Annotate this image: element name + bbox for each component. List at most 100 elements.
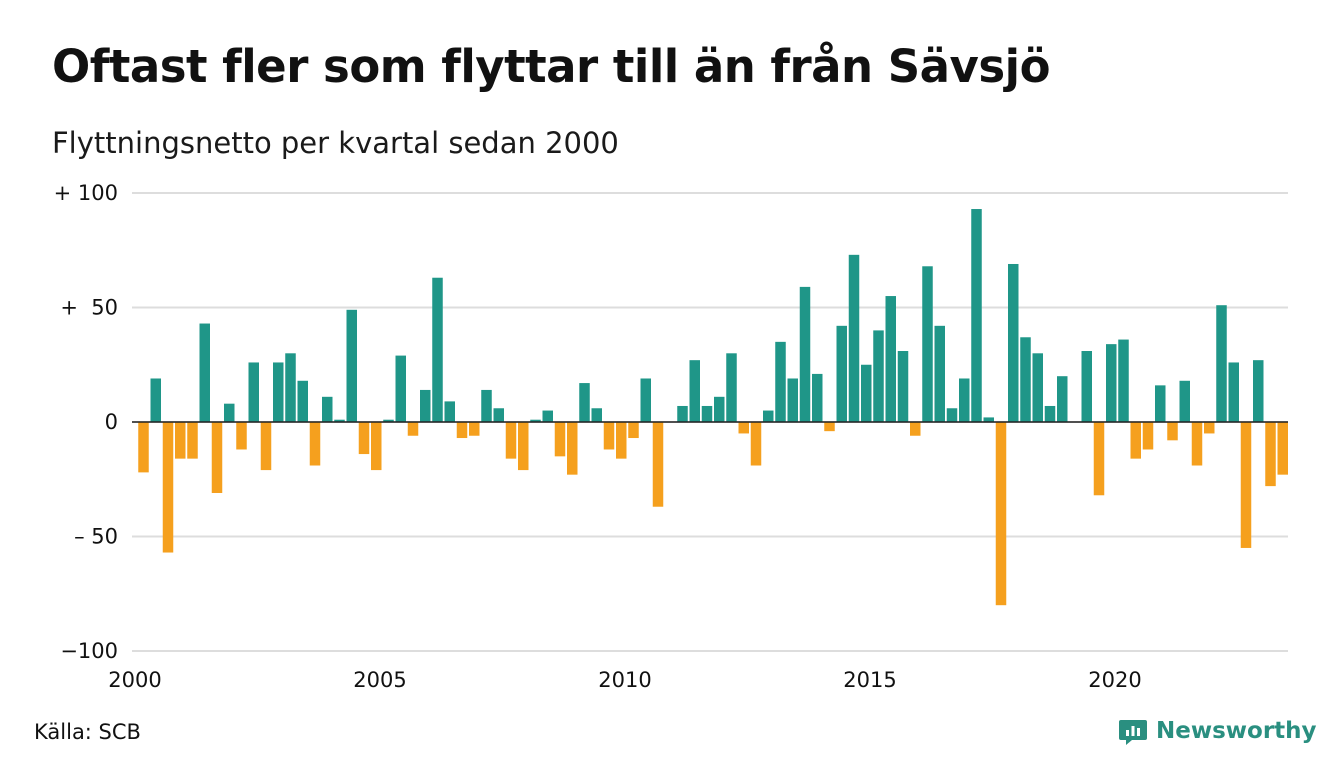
- bar: [383, 419, 394, 422]
- bar: [493, 408, 504, 422]
- bar: [726, 353, 737, 422]
- bar: [959, 378, 970, 422]
- y-tick-label: + 100: [54, 181, 118, 205]
- bar: [236, 422, 247, 450]
- bar: [162, 422, 174, 553]
- bar: [150, 378, 161, 422]
- bar: [1204, 422, 1215, 434]
- bar: [579, 383, 590, 422]
- bar: [1155, 385, 1166, 422]
- y-tick-label: 0: [105, 410, 118, 434]
- bar: [1228, 362, 1239, 422]
- bar: [322, 396, 333, 422]
- bar: [224, 403, 235, 422]
- bar: [199, 323, 210, 422]
- bar: [1167, 422, 1178, 441]
- bars: [132, 209, 1288, 606]
- bar: [812, 373, 823, 422]
- brand-logo: Newsworthy: [1118, 716, 1317, 746]
- bar: [897, 351, 909, 422]
- bar: [420, 389, 431, 422]
- bar: [456, 422, 468, 439]
- bar: [1106, 344, 1117, 422]
- bar: [628, 422, 639, 439]
- y-tick-label: + 50: [60, 296, 118, 320]
- bar: [1044, 405, 1056, 422]
- bar: [1020, 337, 1031, 422]
- bar: [334, 419, 345, 422]
- bar: [187, 422, 198, 459]
- bar: [1118, 339, 1129, 422]
- bar: [787, 378, 798, 422]
- bar: [138, 422, 149, 473]
- bar: [873, 330, 884, 422]
- x-tick-label: 2020: [1088, 668, 1141, 692]
- bar: [1130, 422, 1141, 459]
- bar: [1265, 422, 1276, 487]
- bar: [309, 422, 321, 466]
- bar: [946, 408, 958, 422]
- bar: [346, 309, 357, 422]
- bar: [407, 422, 419, 436]
- x-tick-label: 2005: [353, 668, 406, 692]
- bar: [603, 422, 615, 450]
- bar: [1253, 360, 1264, 422]
- bar: [995, 422, 1007, 606]
- bar: [714, 396, 725, 422]
- bar: [505, 422, 517, 459]
- bar: [799, 286, 811, 422]
- bar: [542, 410, 553, 422]
- bar: [248, 362, 259, 422]
- source-label: Källa: SCB: [34, 720, 141, 744]
- bar: [652, 422, 664, 507]
- bar: [861, 364, 872, 422]
- bar: [910, 422, 921, 436]
- y-tick-label: – 50: [74, 525, 118, 549]
- bar: [371, 422, 382, 471]
- newsworthy-chart-bubble-icon: [1119, 720, 1147, 745]
- bar: [763, 410, 774, 422]
- bar: [1057, 376, 1068, 422]
- bar: [1032, 353, 1043, 422]
- bar: [983, 417, 994, 422]
- bar: [1093, 422, 1105, 496]
- bar: [395, 355, 406, 422]
- bar: [824, 422, 835, 432]
- bar: [836, 325, 847, 422]
- bar: [848, 254, 860, 422]
- y-tick-labels: + 100 + 50 0 – 50 −100: [54, 181, 118, 663]
- bar: [211, 422, 223, 493]
- bar: [567, 422, 578, 475]
- bar: [750, 422, 762, 466]
- bar: [677, 405, 688, 422]
- bar: [285, 353, 296, 422]
- bar: [701, 405, 713, 422]
- bar: [1142, 422, 1154, 450]
- bar: [358, 422, 370, 455]
- bar: [432, 277, 443, 422]
- bar: [1216, 305, 1227, 422]
- bar: [934, 325, 945, 422]
- x-tick-label: 2000: [108, 668, 161, 692]
- bar: [640, 378, 651, 422]
- chart-title: Oftast fler som flyttar till än från Säv…: [52, 40, 1051, 93]
- bar: [1179, 380, 1190, 422]
- bar: [175, 422, 186, 459]
- bar: [444, 401, 455, 422]
- x-tick-labels: 2000 2005 2010 2015 2020: [108, 668, 1141, 692]
- bar: [530, 419, 541, 422]
- x-tick-label: 2010: [598, 668, 651, 692]
- y-tick-label: −100: [60, 639, 118, 663]
- bar: [297, 380, 308, 422]
- bar: [554, 422, 566, 457]
- chart-subtitle: Flyttningsnetto per kvartal sedan 2000: [52, 126, 619, 160]
- bar: [273, 362, 284, 422]
- bar: [1191, 422, 1203, 466]
- bar: [616, 422, 627, 459]
- brand-name: Newsworthy: [1156, 718, 1317, 744]
- bar: [971, 209, 982, 422]
- bar: [1277, 422, 1288, 475]
- bar: [481, 389, 492, 422]
- bar: [689, 360, 700, 422]
